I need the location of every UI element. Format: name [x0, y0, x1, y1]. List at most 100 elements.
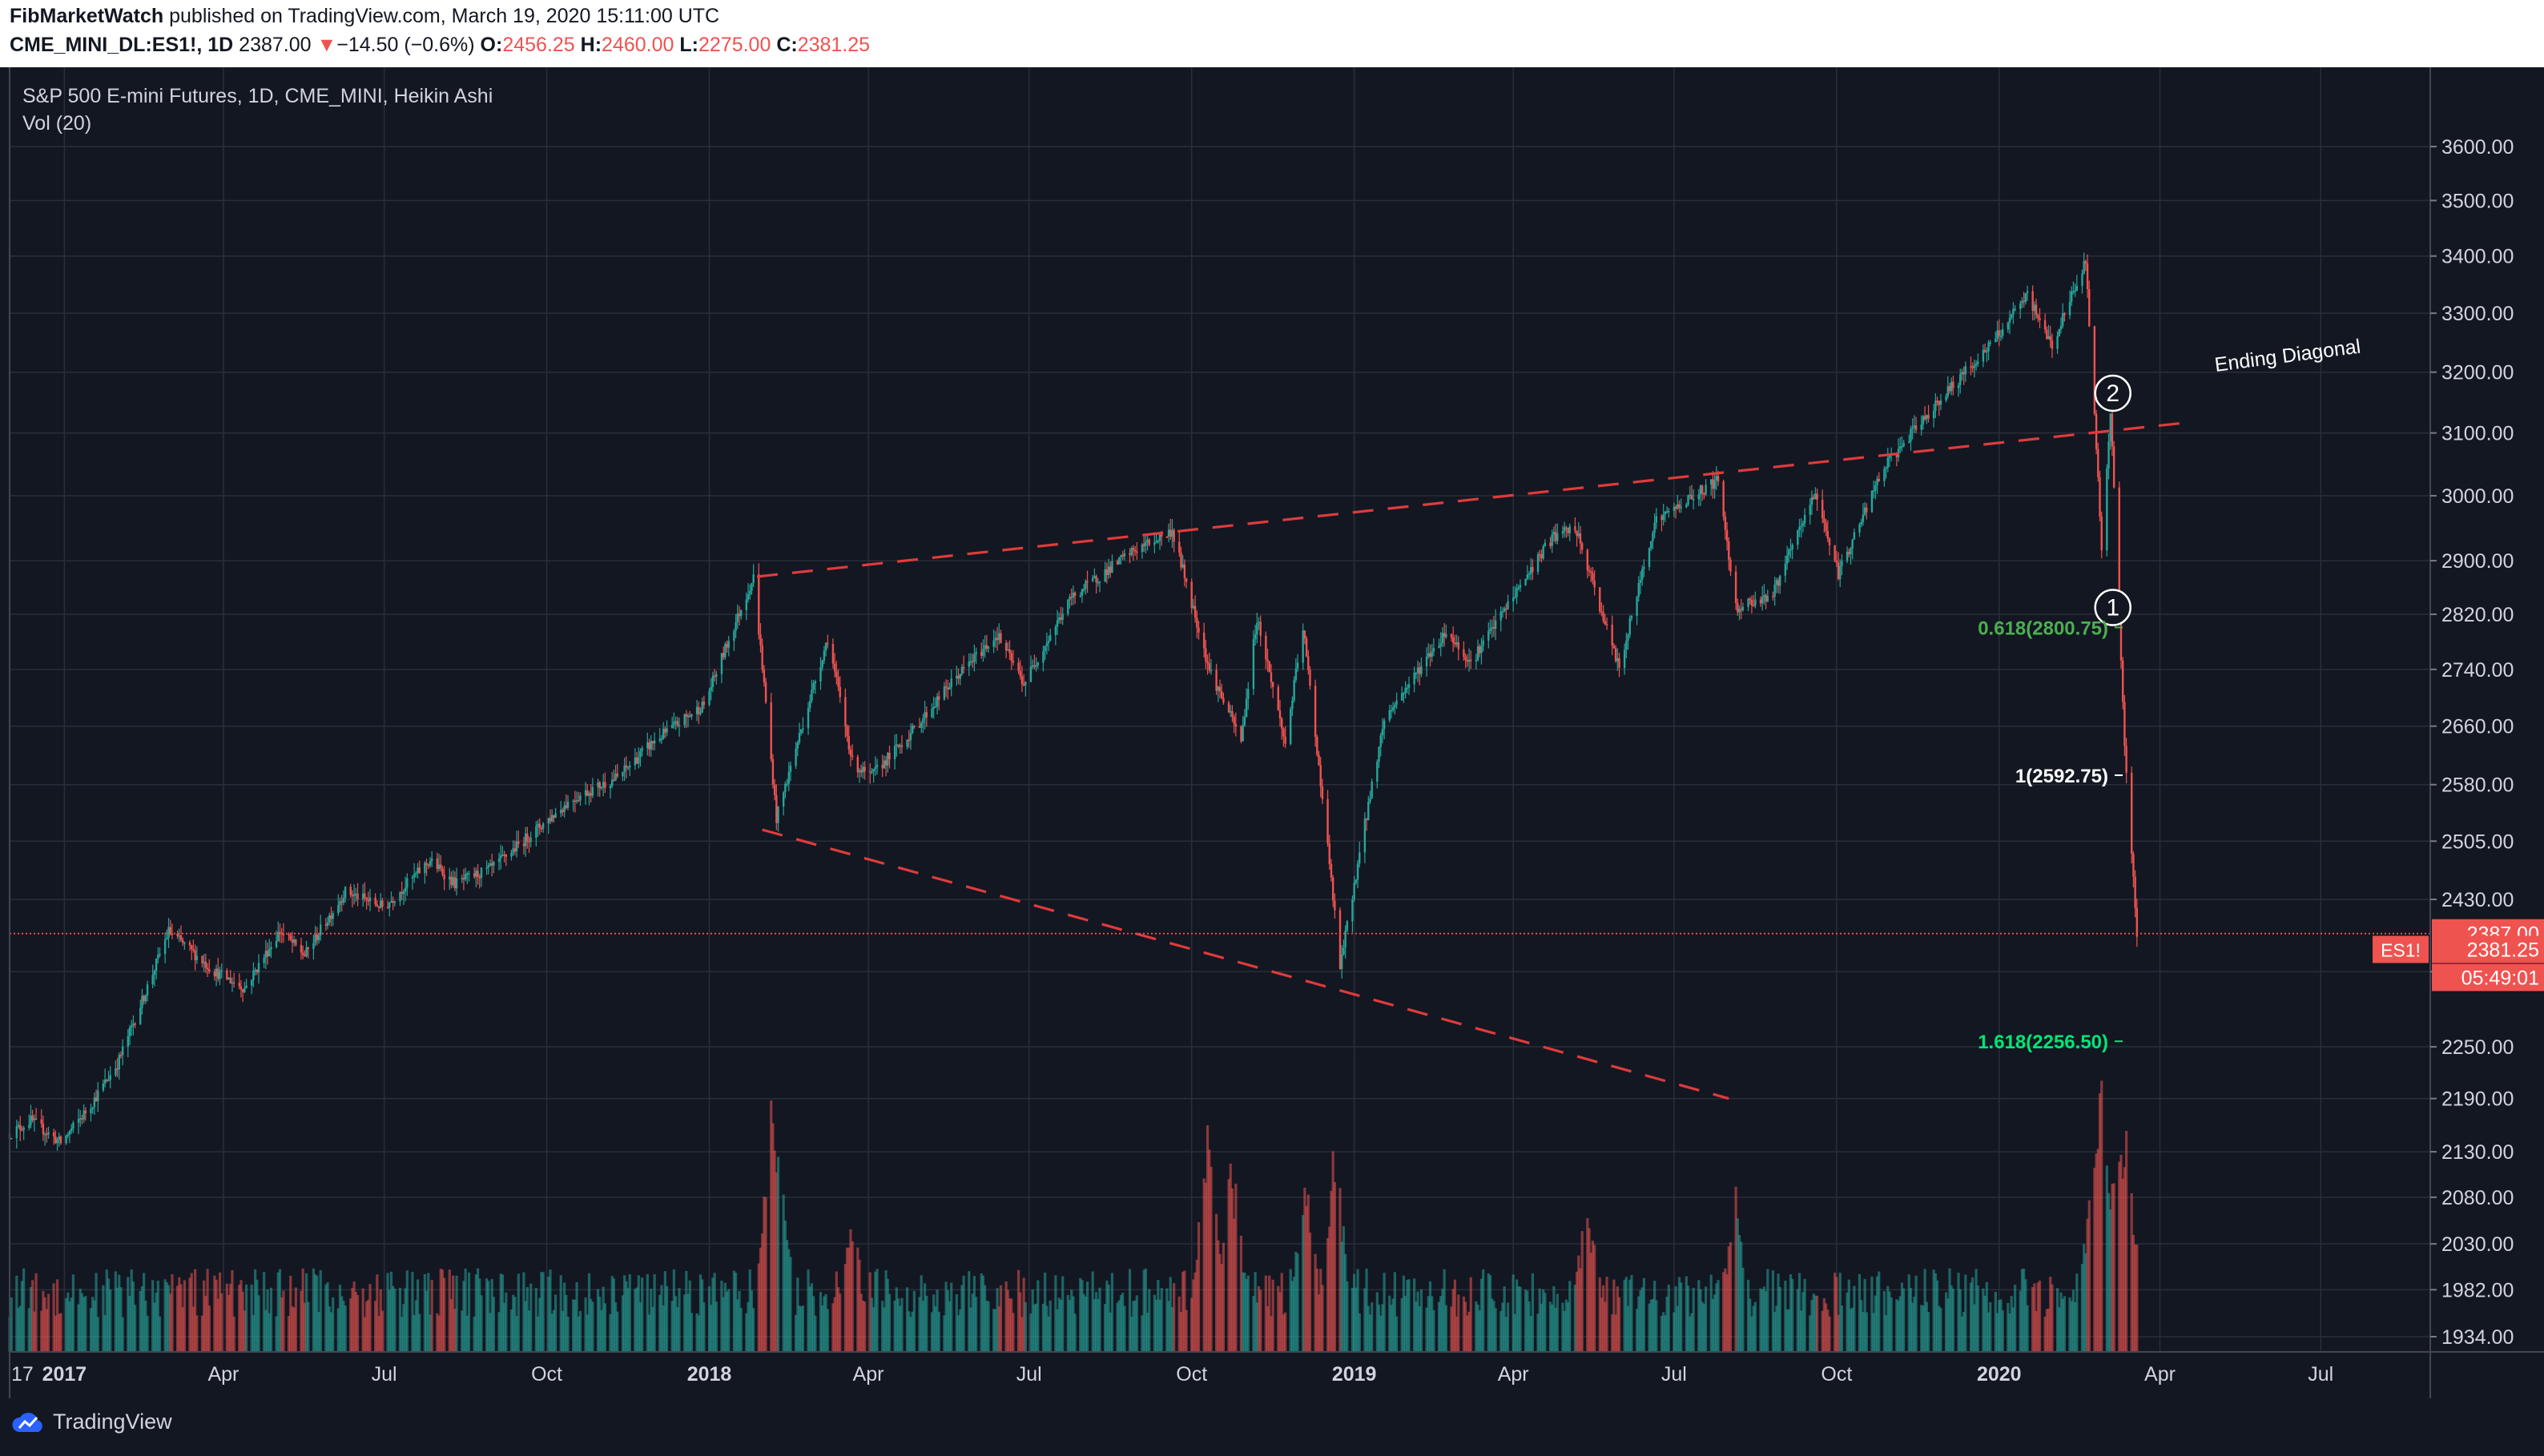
candle-body — [139, 1008, 142, 1025]
author-name[interactable]: FibMarketWatch — [10, 5, 164, 27]
volume-bar — [489, 1313, 492, 1352]
volume-bar — [785, 1240, 789, 1352]
candle-body — [159, 954, 161, 955]
candle-body — [450, 876, 453, 886]
candle-body — [1556, 533, 1559, 541]
volume-bar — [1428, 1281, 1432, 1352]
volume-bar — [1667, 1285, 1670, 1352]
volume-bar — [1809, 1315, 1812, 1352]
volume-bar — [102, 1285, 105, 1352]
candle-body — [1217, 686, 1219, 691]
volume-bar — [1922, 1305, 1925, 1352]
candle-body — [320, 924, 322, 935]
volume-bar — [1998, 1300, 2001, 1352]
volume-bar — [1388, 1295, 1391, 1352]
candle-body — [1616, 658, 1619, 662]
volume-bar — [319, 1270, 322, 1352]
volume-bar — [1711, 1299, 1715, 1352]
candle-body — [493, 862, 495, 866]
volume-bar — [437, 1315, 441, 1352]
volume-bar — [1722, 1272, 1725, 1352]
volume-bar — [911, 1311, 914, 1352]
candle-body — [411, 877, 414, 879]
volume-bar — [1057, 1297, 1061, 1352]
volume-bar — [943, 1315, 946, 1352]
volume-bar — [336, 1308, 340, 1352]
volume-bar — [2083, 1244, 2086, 1352]
volume-bar — [33, 1311, 36, 1352]
candle-body — [1353, 883, 1355, 899]
volume-bar — [1542, 1289, 1545, 1352]
volume-bar — [1328, 1226, 1331, 1352]
candle-body — [936, 696, 939, 707]
volume-bar — [602, 1286, 605, 1352]
candle-body — [763, 669, 766, 682]
candle-body — [1810, 497, 1813, 505]
volume-bar — [158, 1316, 162, 1352]
candle-body — [1623, 650, 1626, 668]
candle-body — [1123, 553, 1126, 557]
volume-bar — [268, 1313, 271, 1352]
candle-body — [777, 806, 779, 823]
candle-body — [1334, 900, 1336, 911]
volume-bar — [1538, 1288, 1541, 1352]
volume-bar — [1041, 1303, 1045, 1352]
candle-body — [1640, 569, 1644, 580]
tradingview-logo[interactable]: TradingView — [11, 1410, 172, 1434]
y-tick-label: 3600.00 — [2441, 136, 2514, 159]
candle-body — [1574, 526, 1576, 531]
volume-bar — [1926, 1312, 1930, 1352]
candle-body — [1296, 662, 1299, 669]
candle-body — [15, 1126, 18, 1139]
candle-body — [1766, 596, 1769, 602]
candle-body — [1973, 364, 1976, 368]
volume-bar — [377, 1316, 380, 1352]
volume-bar — [1503, 1286, 1506, 1352]
candle-body — [1650, 541, 1652, 549]
candle-body — [1552, 532, 1556, 535]
volume-bar — [461, 1310, 464, 1352]
y-tick-label: 3100.00 — [2441, 423, 2514, 445]
volume-bar — [1045, 1305, 1049, 1352]
volume-bar — [1821, 1310, 1824, 1352]
price-chart[interactable]: Ending Diagonal210.618(2800.75)1(2592.75… — [0, 67, 2544, 1398]
candle-body — [1539, 553, 1541, 556]
candle-body — [1823, 518, 1825, 523]
candle-body — [1747, 598, 1749, 607]
candle-body — [2051, 340, 2054, 349]
candle-body — [1394, 705, 1396, 708]
volume-bar — [1141, 1315, 1144, 1352]
volume-bar — [1875, 1276, 1879, 1352]
candle-body — [1803, 514, 1806, 524]
candle-body — [1567, 528, 1569, 533]
volume-bar — [572, 1299, 575, 1352]
candle-body — [588, 793, 590, 796]
candle-body — [1378, 746, 1380, 762]
volume-bar — [68, 1301, 71, 1352]
candle-body — [1404, 688, 1407, 694]
volume-bar — [997, 1306, 1000, 1352]
candle-body — [2046, 329, 2048, 340]
candle-body — [2123, 702, 2126, 746]
y-tick-label: 2505.00 — [2441, 831, 2514, 853]
volume-bar — [1575, 1271, 1579, 1352]
candle-body — [824, 642, 827, 651]
candle-body — [735, 621, 737, 631]
volume-bar — [1971, 1277, 1974, 1352]
volume-bar — [566, 1317, 570, 1352]
volume-bar — [1649, 1299, 1652, 1352]
volume-bar — [1475, 1301, 1478, 1352]
candle-body — [418, 867, 421, 874]
volume-bar — [1846, 1292, 1849, 1352]
candle-body — [2031, 291, 2034, 312]
volume-bar — [1268, 1275, 1271, 1352]
candle-body — [424, 863, 426, 874]
candle-body — [1673, 507, 1676, 511]
volume-bar — [1391, 1298, 1395, 1352]
close-price-tag — [2432, 935, 2544, 963]
volume-bar — [380, 1310, 384, 1352]
candle-body — [674, 721, 677, 722]
candle-body — [887, 753, 889, 766]
candle-body — [911, 726, 914, 734]
volume-bar — [801, 1305, 805, 1352]
